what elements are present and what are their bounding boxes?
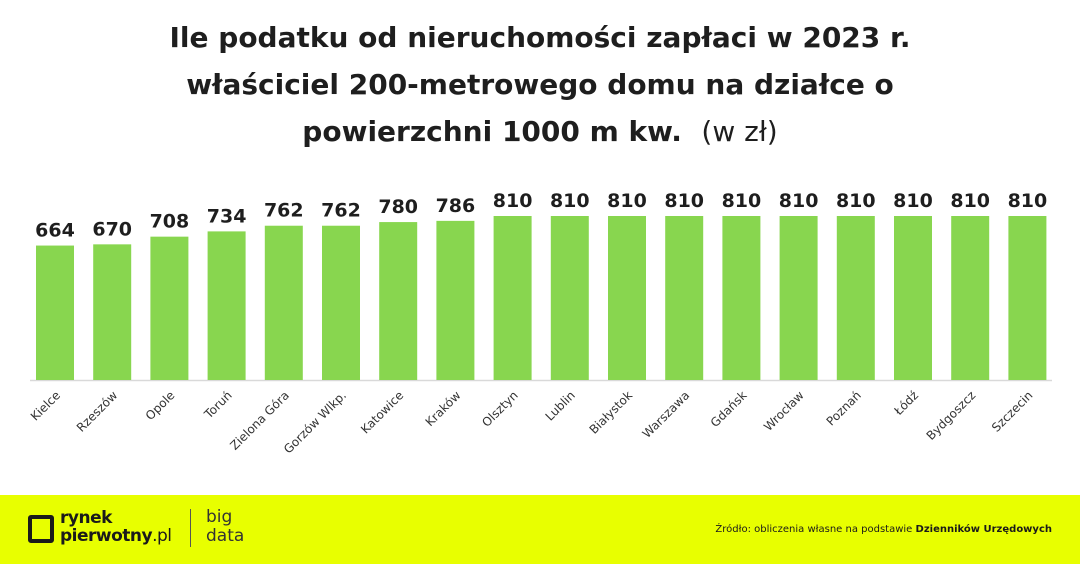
- data-label: 762: [321, 200, 361, 222]
- x-tick-label: Katowice: [358, 388, 406, 436]
- title-line-3-text: powierzchni 1000 m kw.: [302, 115, 682, 148]
- data-label: 810: [550, 190, 590, 212]
- data-label: 810: [493, 190, 533, 212]
- logo-line-1: rynek: [60, 508, 112, 528]
- bar: [608, 216, 646, 380]
- big-text: big: [206, 507, 233, 527]
- x-tick-label: Bydgoszcz: [924, 388, 979, 443]
- bar: [836, 216, 875, 380]
- data-label: 734: [207, 205, 247, 227]
- title-unit: (w zł): [701, 115, 778, 148]
- data-label: 810: [836, 190, 876, 212]
- bar: [894, 216, 932, 380]
- bar: [379, 222, 418, 380]
- x-tick-label: Olsztyn: [479, 388, 521, 430]
- x-tick-label: Kraków: [423, 388, 464, 429]
- bar: [1008, 216, 1047, 380]
- rynek-pierwotny-logo-icon: [28, 515, 54, 543]
- bar: [264, 225, 303, 380]
- bar: [207, 231, 246, 380]
- bar: [665, 216, 704, 380]
- x-tick-label: Toruń: [201, 388, 235, 422]
- data-label: 708: [150, 211, 190, 233]
- source-bold: Dzienników Urzędowych: [915, 524, 1052, 535]
- big-data-logo: big data: [206, 508, 244, 546]
- bar: [436, 220, 475, 380]
- x-tick-label: Białystok: [587, 388, 636, 437]
- x-tick-label: Poznań: [824, 388, 864, 428]
- data-label: 810: [664, 190, 704, 212]
- title-line-3: powierzchni 1000 m kw. (w zł): [0, 108, 1080, 155]
- x-tick-label: Rzeszów: [74, 388, 121, 435]
- data-text: data: [206, 526, 245, 546]
- x-tick-label: Kielce: [28, 388, 63, 423]
- data-label: 780: [378, 196, 418, 218]
- source-prefix: Źródło: obliczenia własne na podstawie: [715, 524, 913, 535]
- x-tick-label: Wrocław: [761, 388, 807, 434]
- bar: [322, 225, 360, 380]
- bar: [951, 216, 990, 380]
- data-label: 810: [1008, 190, 1048, 212]
- data-label: 810: [779, 190, 819, 212]
- data-label: 810: [950, 190, 990, 212]
- logo-text: rynek pierwotny.pl: [60, 509, 172, 545]
- bar: [722, 216, 761, 380]
- data-label: 810: [722, 190, 762, 212]
- x-tick-label: Szczecin: [989, 388, 1035, 434]
- chart-title: Ile podatku od nieruchomości zapłaci w 2…: [0, 14, 1080, 155]
- x-tick-label: Łódź: [891, 388, 921, 418]
- data-label: 670: [92, 218, 132, 240]
- data-label: 786: [436, 195, 476, 217]
- bar: [779, 216, 818, 380]
- title-line-2: właściciel 200-metrowego domu na działce…: [186, 68, 894, 101]
- bar: [550, 216, 589, 380]
- data-label: 810: [607, 190, 647, 212]
- bar: [493, 216, 532, 380]
- bar: [36, 245, 74, 380]
- x-tick-label: Zielona Góra: [227, 388, 292, 453]
- x-tick-label: Lublin: [543, 388, 578, 423]
- data-label: 762: [264, 200, 304, 222]
- logo-suffix: .pl: [152, 526, 172, 546]
- bar: [150, 236, 189, 380]
- source-note: Źródło: obliczenia własne na podstawie D…: [715, 524, 1052, 535]
- logo-line-2: pierwotny: [60, 526, 153, 546]
- bar: [93, 244, 132, 380]
- data-label: 664: [35, 220, 75, 242]
- data-label: 810: [893, 190, 933, 212]
- bar-chart: 664 Kielce 670 Rzeszów 708 Opole 734 Toruń 762 Zi…: [28, 190, 1052, 456]
- title-line-1: Ile podatku od nieruchomości zapłaci w 2…: [169, 21, 911, 54]
- logo-divider: [190, 509, 191, 547]
- x-tick-label: Gdańsk: [708, 388, 750, 430]
- x-tick-label: Opole: [143, 388, 178, 423]
- footer: rynek pierwotny.pl big data Źródło: obli…: [0, 495, 1080, 564]
- x-tick-label: Warszawa: [640, 388, 693, 441]
